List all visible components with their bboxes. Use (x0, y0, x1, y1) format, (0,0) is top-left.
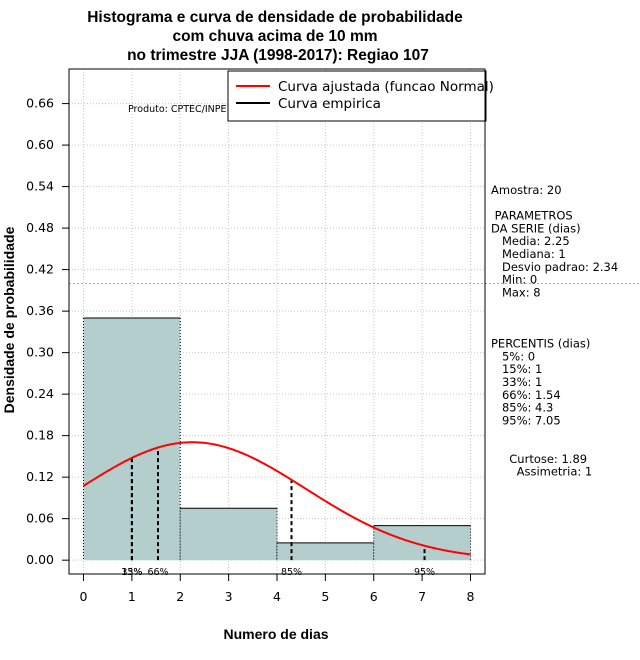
y-tick-label: 0.42 (26, 262, 54, 277)
y-tick-label: 0.66 (26, 96, 54, 111)
stat-line: DA SERIE (dias) (491, 221, 581, 235)
stat-line: 5%: 0 (491, 349, 535, 363)
y-tick-label: 0.18 (26, 428, 54, 443)
stat-line: PERCENTIS (dias) (491, 337, 590, 351)
x-axis: 0 1 2 3 4 5 6 7 8 (80, 573, 475, 604)
x-axis-label: Numero de dias (223, 626, 328, 642)
y-tick-label: 0.12 (26, 469, 54, 484)
percentile-labels: 15%33% 66% 85% 95% (121, 567, 435, 578)
percentile-label: 85% (281, 567, 302, 578)
y-axis: 0.00 0.06 0.12 0.18 0.24 0.30 0.36 0.42 0.48 0.54… (26, 96, 70, 567)
y-tick-label: 0.54 (26, 179, 54, 194)
title-line-1: Histograma e curva de densidade de proba… (87, 9, 463, 26)
stat-line: Media: 2.25 (491, 234, 570, 248)
stat-line: Desvio padrao: 2.34 (491, 260, 618, 274)
y-tick-label: 0.06 (26, 511, 54, 526)
title-line-2: com chuva acima de 10 mm (172, 28, 377, 45)
stat-line: 66%: 1.54 (491, 388, 561, 402)
stat-line: 15%: 1 (491, 362, 542, 376)
percentile-markers (130, 447, 426, 561)
stat-line: 85%: 4.3 (491, 401, 553, 415)
y-tick-label: 0.36 (26, 303, 54, 318)
x-tick-label: 1 (128, 589, 136, 604)
stat-line: Amostra: 20 (491, 183, 562, 197)
title-line-3: no trimestre JJA (1998-2017): Regiao 107 (127, 47, 429, 64)
credit-text: Produto: CPTEC/INPE (128, 104, 227, 115)
stat-line: 95%: 7.05 (491, 413, 561, 427)
x-tick-label: 5 (321, 589, 329, 604)
stat-line: Curtose: 1.89 (491, 452, 587, 466)
histogram-bars (83, 317, 471, 561)
stat-line: PARAMETROS (491, 209, 573, 223)
histogram-bar (277, 542, 374, 561)
x-tick-label: 4 (273, 589, 281, 604)
y-tick-label: 0.00 (26, 552, 54, 567)
x-tick-label: 2 (176, 589, 184, 604)
y-tick-label: 0.60 (26, 137, 54, 152)
legend: Curva ajustada (funcao Normal) Curva emp… (227, 70, 494, 122)
histogram-bar (83, 318, 181, 561)
y-tick-label: 0.48 (26, 220, 54, 235)
normal-curve (82, 441, 471, 556)
legend-label-normal: Curva ajustada (funcao Normal) (278, 79, 494, 95)
percentile-label: 33% (121, 567, 142, 578)
y-axis-label: Densidade de probabilidade (1, 226, 17, 413)
stat-line: Assimetria: 1 (491, 465, 592, 479)
percentile-label: 66% (147, 567, 168, 578)
percentile-label: 95% (414, 567, 435, 578)
x-tick-label: 7 (418, 589, 426, 604)
stat-line: Max: 8 (491, 285, 541, 299)
chart-title: Histograma e curva de densidade de proba… (87, 9, 463, 64)
histogram-bar (373, 525, 471, 561)
y-tick-label: 0.24 (26, 386, 54, 401)
legend-label-empirical: Curva empirica (278, 96, 381, 112)
legend-box (227, 70, 487, 122)
stat-line: Min: 0 (491, 273, 537, 287)
stat-line: 33%: 1 (491, 375, 542, 389)
x-tick-label: 6 (370, 589, 378, 604)
x-tick-label: 8 (467, 589, 475, 604)
histogram-bar (180, 508, 277, 561)
x-tick-label: 3 (225, 589, 233, 604)
y-tick-label: 0.30 (26, 345, 54, 360)
stat-line: Mediana: 1 (491, 247, 566, 261)
percentile-label: 15% (121, 567, 142, 578)
x-tick-label: 0 (80, 589, 88, 604)
